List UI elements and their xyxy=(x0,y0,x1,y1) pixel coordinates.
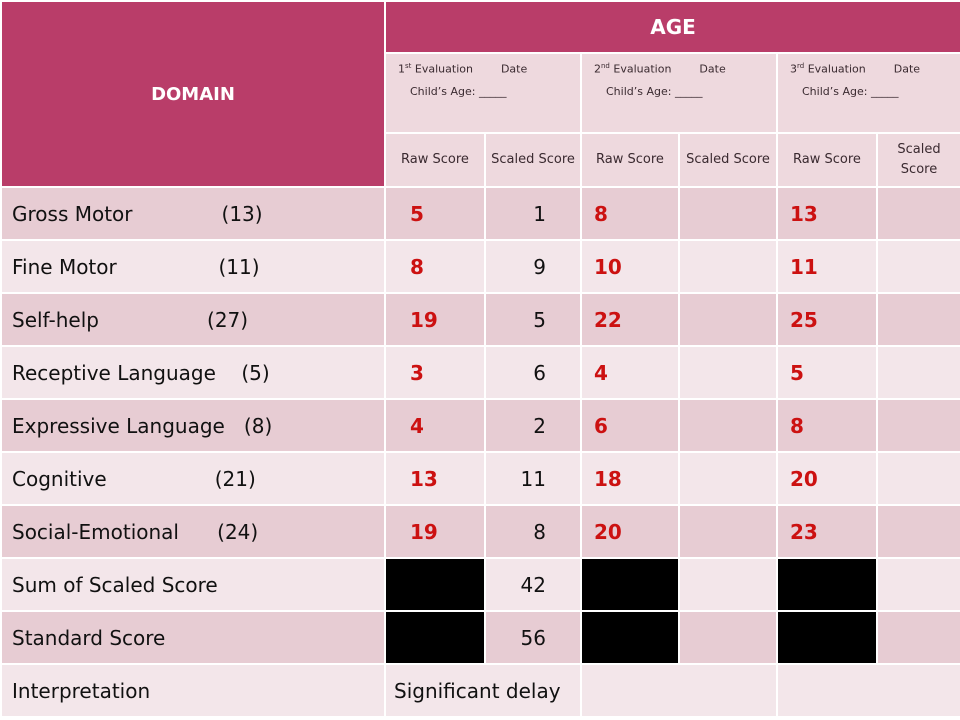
scaled-score-header-3: Scaled Score xyxy=(875,132,960,188)
raw-score-3: 25 xyxy=(776,292,878,347)
table-row: Receptive Language (5) 3 6 4 5 xyxy=(0,345,960,400)
empty-cell xyxy=(875,557,960,612)
raw-score-1: 4 xyxy=(384,398,486,453)
scaled-score-2 xyxy=(678,345,778,400)
table-row: Fine Motor (11) 8 9 10 11 xyxy=(0,239,960,294)
interpretation-value: Significant delay xyxy=(384,663,582,718)
domain-label: Cognitive (21) xyxy=(0,451,386,506)
raw-score-3: 20 xyxy=(776,451,878,506)
scaled-score-1: 11 xyxy=(484,451,582,506)
empty-cell xyxy=(875,610,960,665)
interpretation-row: Interpretation Significant delay xyxy=(0,663,960,718)
blocked-cell xyxy=(580,610,680,665)
domain-label: Fine Motor (11) xyxy=(0,239,386,294)
scaled-score-header-1: Scaled Score xyxy=(484,132,582,188)
scaled-score-2 xyxy=(678,398,778,453)
raw-score-1: 3 xyxy=(384,345,486,400)
raw-score-1: 13 xyxy=(384,451,486,506)
scaled-score-1: 8 xyxy=(484,504,582,559)
table-row: Expressive Language (8) 4 2 6 8 xyxy=(0,398,960,453)
empty-cell xyxy=(678,557,778,612)
raw-score-2: 10 xyxy=(580,239,680,294)
raw-score-header-1: Raw Score xyxy=(384,132,486,188)
domain-label: Self-help (27) xyxy=(0,292,386,347)
scaled-score-2 xyxy=(678,239,778,294)
scaled-score-3 xyxy=(875,504,960,559)
raw-score-2: 8 xyxy=(580,186,680,241)
raw-score-1: 5 xyxy=(384,186,486,241)
raw-score-2: 4 xyxy=(580,345,680,400)
standard-value: 56 xyxy=(484,610,582,665)
sum-value: 42 xyxy=(484,557,582,612)
domain-label: Gross Motor (13) xyxy=(0,186,386,241)
scaled-score-1: 2 xyxy=(484,398,582,453)
interpretation-label: Interpretation xyxy=(0,663,386,718)
scaled-score-header-2: Scaled Score xyxy=(678,132,778,188)
domain-label: Social-Emotional (24) xyxy=(0,504,386,559)
sum-label: Sum of Scaled Score xyxy=(0,557,386,612)
standard-row: Standard Score 56 xyxy=(0,610,960,665)
table-row: Social-Emotional (24) 19 8 20 23 xyxy=(0,504,960,559)
raw-score-1: 8 xyxy=(384,239,486,294)
raw-score-2: 20 xyxy=(580,504,680,559)
raw-score-3: 13 xyxy=(776,186,878,241)
table-row: Self-help (27) 19 5 22 25 xyxy=(0,292,960,347)
scaled-score-2 xyxy=(678,186,778,241)
sum-row: Sum of Scaled Score 42 xyxy=(0,557,960,612)
domain-label: Receptive Language (5) xyxy=(0,345,386,400)
table-row: Cognitive (21) 13 11 18 20 xyxy=(0,451,960,506)
empty-cell xyxy=(678,610,778,665)
table-row: Gross Motor (13) 5 1 8 13 xyxy=(0,186,960,241)
raw-score-3: 5 xyxy=(776,345,878,400)
scaled-score-3 xyxy=(875,345,960,400)
evaluation-1-header: 1st Evaluation Date Child’s Age: _____ xyxy=(384,52,582,134)
evaluation-3-header: 3rd Evaluation Date Child’s Age: _____ xyxy=(775,52,960,134)
raw-score-1: 19 xyxy=(384,504,486,559)
raw-score-3: 11 xyxy=(776,239,878,294)
scaled-score-2 xyxy=(678,504,778,559)
blocked-cell xyxy=(384,557,486,612)
blocked-cell xyxy=(384,610,486,665)
scaled-score-3 xyxy=(875,451,960,506)
raw-score-1: 19 xyxy=(384,292,486,347)
blocked-cell xyxy=(776,557,878,612)
scaled-score-2 xyxy=(678,292,778,347)
empty-cell xyxy=(580,663,778,718)
scaled-score-1: 9 xyxy=(484,239,582,294)
age-header: AGE xyxy=(383,0,960,54)
standard-label: Standard Score xyxy=(0,610,386,665)
raw-score-3: 8 xyxy=(776,398,878,453)
domain-header: DOMAIN xyxy=(0,0,386,188)
raw-score-header-3: Raw Score xyxy=(776,132,878,188)
empty-cell xyxy=(775,663,960,718)
raw-score-2: 22 xyxy=(580,292,680,347)
raw-score-3: 23 xyxy=(776,504,878,559)
scaled-score-2 xyxy=(678,451,778,506)
raw-score-header-2: Raw Score xyxy=(580,132,680,188)
scaled-score-3 xyxy=(875,398,960,453)
raw-score-2: 6 xyxy=(580,398,680,453)
scaled-score-1: 6 xyxy=(484,345,582,400)
scaled-score-3 xyxy=(875,186,960,241)
domain-label: Expressive Language (8) xyxy=(0,398,386,453)
blocked-cell xyxy=(580,557,680,612)
scaled-score-3 xyxy=(875,239,960,294)
scaled-score-1: 5 xyxy=(484,292,582,347)
blocked-cell xyxy=(776,610,878,665)
scaled-score-1: 1 xyxy=(484,186,582,241)
raw-score-2: 18 xyxy=(580,451,680,506)
evaluation-2-header: 2nd Evaluation Date Child’s Age: _____ xyxy=(580,52,778,134)
scaled-score-3 xyxy=(875,292,960,347)
